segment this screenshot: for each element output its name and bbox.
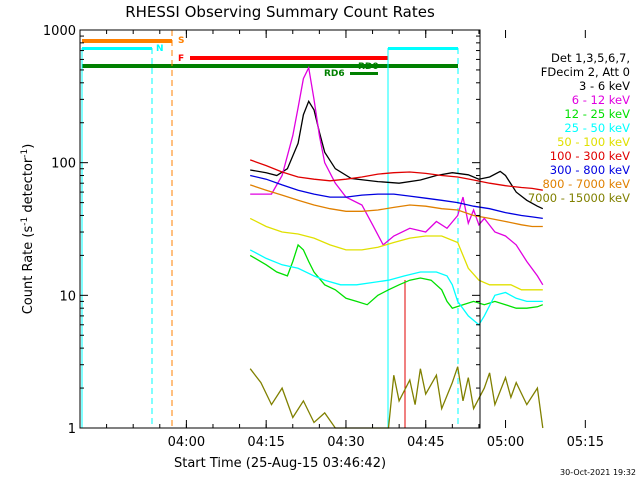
x-tick-label: 04:00 (168, 435, 205, 450)
series-layer (249, 65, 544, 429)
legend-item-300-800-kev: 300 - 800 keV (550, 163, 630, 177)
plot-frame (79, 29, 481, 429)
y-tick-label: 1 (68, 422, 76, 437)
series-300-800-kev (250, 174, 543, 220)
timestamp: 30-Oct-2021 19:32 (560, 468, 636, 477)
y-label-part-2: detector (21, 157, 36, 217)
flag-label-rd0: RD0 (358, 62, 379, 72)
legend-header-1: Det 1,3,5,6,7, (551, 51, 630, 65)
x-axis-label: Start Time (25-Aug-15 03:46:42) (174, 456, 386, 471)
series-7000-15000-kev (249, 366, 544, 429)
series-25-50-kev (249, 249, 543, 326)
legend-item-50-100-kev: 50 - 100 keV (557, 135, 630, 149)
series-50-100-kev (249, 217, 543, 291)
y-label-sup-1: -1 (20, 217, 30, 226)
flag-label-s: S (178, 36, 184, 46)
legend-item-6-12-kev: 6 - 12 keV (572, 93, 630, 107)
legend-item-100-300-kev: 100 - 300 keV (550, 149, 630, 163)
x-tick-label: 04:30 (327, 435, 364, 450)
y-label-part-3: ) (21, 144, 36, 149)
y-label-part-1: Count Rate (s (21, 226, 36, 315)
series-100-300-kev (249, 159, 543, 191)
legend-header-2: FDecim 2, Att 0 (541, 65, 630, 79)
flag-label-n: N (156, 44, 164, 54)
flag-bar-s (82, 39, 172, 43)
x-tick-label: 05:15 (567, 435, 604, 450)
y-label-sup-2: -1 (20, 149, 30, 158)
flag-bar-n-left (82, 47, 152, 50)
y-axis-label: Count Rate (s-1 detector-1) (20, 144, 36, 315)
y-tick-label: 10 (59, 289, 76, 304)
legend-item-800-7000-kev: 800 - 7000 keV (542, 177, 630, 191)
legend-item-7000-15000-kev: 7000 - 15000 keV (528, 191, 630, 205)
legend-item-3-6-kev: 3 - 6 keV (579, 79, 630, 93)
x-axis: 04:00 04:15 04:30 04:45 05:00 05:15 (106, 30, 604, 450)
series-12-25-kev (249, 243, 544, 309)
x-tick-label: 04:45 (407, 435, 444, 450)
x-tick-label: 05:00 (487, 435, 524, 450)
legend-item-25-50-kev: 25 - 50 keV (564, 121, 630, 135)
y-axis: 1 10 100 1000 (43, 24, 480, 437)
legend: Det 1,3,5,6,7, FDecim 2, Att 0 3 - 6 keV… (528, 51, 630, 205)
flag-bar-n-right (388, 47, 458, 50)
flag-bar-rd6 (350, 72, 378, 75)
flag-label-rd6: RD6 (324, 69, 345, 79)
series-6-12-kev (250, 65, 544, 286)
x-tick-label: 04:15 (247, 435, 284, 450)
marker-lines (81, 30, 459, 428)
flag-bars: S N F RD0 RD6 (82, 36, 458, 79)
series-3-6-kev (250, 99, 544, 210)
series-800-7000-kev (249, 184, 543, 228)
flag-label-f: F (178, 54, 184, 64)
flag-bar-rd0 (82, 64, 458, 68)
legend-item-12-25-kev: 12 - 25 keV (564, 107, 630, 121)
y-tick-label: 1000 (43, 24, 76, 39)
chart-title: RHESSI Observing Summary Count Rates (125, 3, 435, 21)
y-tick-label: 100 (51, 157, 76, 172)
flag-bar-f (190, 56, 388, 60)
